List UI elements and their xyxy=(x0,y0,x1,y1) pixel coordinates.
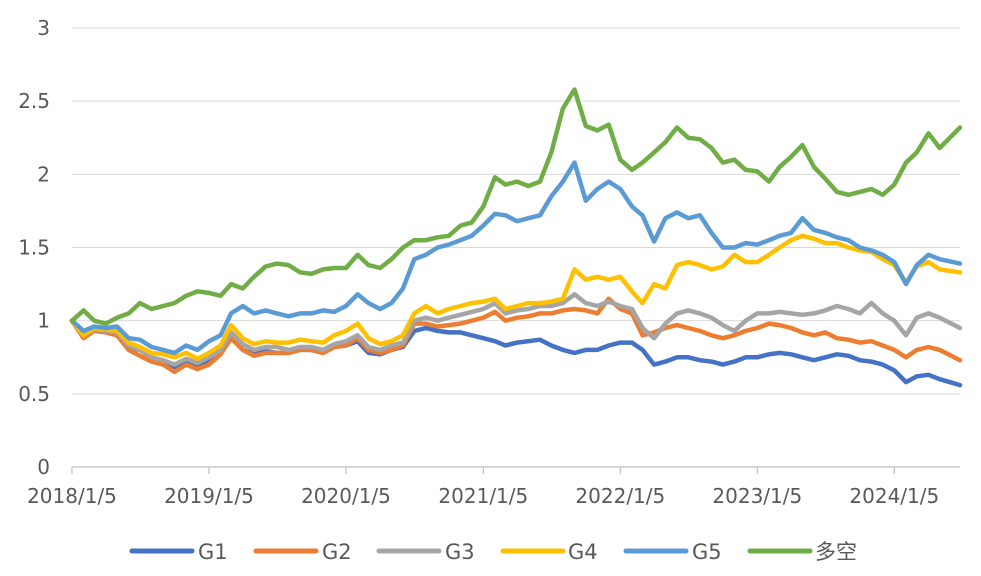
series-line-2 xyxy=(69,296,963,375)
legend-item-g4: G4 xyxy=(500,540,598,564)
y-tick-label: 1.5 xyxy=(18,236,50,260)
legend-label: 多空 xyxy=(815,540,857,564)
legend-label: G2 xyxy=(322,540,352,564)
legend-item-g2: G2 xyxy=(253,540,352,564)
gridlines xyxy=(72,27,960,395)
legend-item-g5: G5 xyxy=(623,540,722,564)
y-axis-labels: 0 0.5 1 1.5 2 2.5 3 xyxy=(18,16,50,479)
legend-item-g1: G1 xyxy=(129,540,228,564)
x-tick-label: 2018/1/5 xyxy=(27,484,117,508)
legend-label: G5 xyxy=(692,540,722,564)
y-tick-label: 3 xyxy=(37,16,50,40)
x-tick-label: 2024/1/5 xyxy=(849,484,939,508)
x-tick-label: 2023/1/5 xyxy=(712,484,802,508)
legend-label: G1 xyxy=(198,540,228,564)
series-line-4 xyxy=(69,233,963,361)
y-tick-label: 0 xyxy=(37,455,50,479)
series-line-3 xyxy=(69,292,963,367)
plot-area xyxy=(69,87,963,388)
x-axis-labels: 2018/1/5 2019/1/5 2020/1/5 2021/1/5 2022/1/5… xyxy=(27,484,939,508)
x-tick-label: 2019/1/5 xyxy=(164,484,254,508)
legend-item-long-short: 多空 xyxy=(747,540,857,564)
y-tick-label: 2 xyxy=(37,162,50,186)
legend: G1 G2 G3 G4 G5 多空 xyxy=(129,540,857,564)
y-tick-label: 0.5 xyxy=(18,382,50,406)
series-line-5 xyxy=(69,160,963,356)
x-axis xyxy=(71,466,960,474)
y-tick-label: 2.5 xyxy=(18,89,50,113)
legend-label: G3 xyxy=(445,540,475,564)
x-tick-label: 2020/1/5 xyxy=(301,484,391,508)
x-tick-label: 2022/1/5 xyxy=(575,484,665,508)
legend-item-g3: G3 xyxy=(376,540,475,564)
y-tick-label: 1 xyxy=(37,309,50,333)
x-tick-label: 2021/1/5 xyxy=(438,484,528,508)
legend-label: G4 xyxy=(568,540,598,564)
series-line-6 xyxy=(69,87,963,326)
